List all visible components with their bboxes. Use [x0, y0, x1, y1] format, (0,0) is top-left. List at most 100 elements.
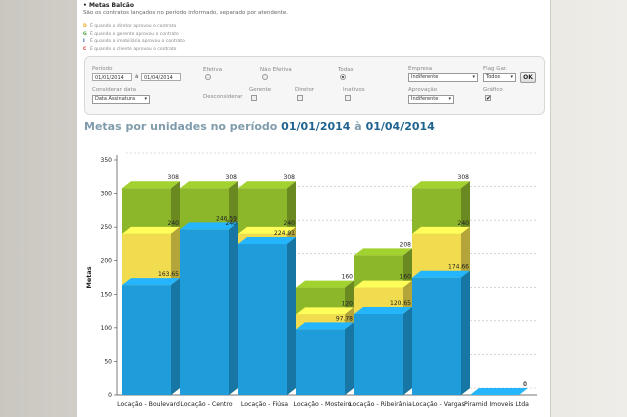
blue-bar-side: [171, 278, 180, 395]
desconsiderar-label: Desconsiderar: [203, 94, 243, 100]
data-label: 120: [342, 300, 354, 307]
data-label: 97.78: [336, 315, 353, 322]
report-subtitle: São os contratos lançados no período inf…: [83, 10, 289, 16]
data-label: 174.66: [448, 264, 469, 271]
blue-bar-top: [354, 306, 412, 314]
blue-bar: [122, 285, 171, 395]
data-label: 246.59: [216, 215, 237, 222]
yellow-bar-top: [354, 280, 412, 288]
data-label: 308: [284, 174, 296, 181]
data-label: 0: [523, 381, 527, 388]
diretor-checkbox[interactable]: [297, 95, 303, 101]
considerar-label: Considerar data: [92, 87, 136, 93]
y-tick-label: 100: [101, 325, 113, 332]
x-tick-label: Locação - Fiúsa: [241, 400, 288, 408]
metas-bar-chart: 0 50 100 150 200 250 300 350 Metas 308 240 163.65 Lo…: [85, 152, 537, 408]
data-label: 160: [400, 274, 412, 281]
empresa-label: Empresa: [408, 66, 433, 72]
grafico-checkbox[interactable]: ✔: [485, 95, 492, 102]
filter-form: Período 01/01/2014 à 01/04/2014 Consider…: [84, 56, 545, 115]
periodo-label: Período: [92, 66, 113, 72]
empresa-select[interactable]: Indiferente: [408, 73, 478, 82]
data-label: 0: [523, 381, 527, 388]
green-bar-top: [180, 181, 238, 189]
blue-bar: [296, 329, 345, 395]
data-label: 308: [168, 174, 180, 181]
x-tick-label: Locação - Centro: [180, 401, 232, 408]
date-to-input[interactable]: 01/04/2014: [141, 73, 181, 81]
data-label: 0: [523, 381, 527, 388]
blue-bar-side: [229, 222, 238, 395]
chart-date-from: 01/01/2014: [281, 120, 351, 133]
todas-radio[interactable]: [340, 74, 346, 80]
green-bar-top: [296, 280, 354, 288]
blue-bar-top: [412, 270, 470, 278]
page-content: • Metas Balcão São os contratos lançados…: [76, 0, 551, 417]
yellow-bar-top: [412, 226, 470, 234]
grafico-label: Gráfico: [483, 87, 503, 93]
y-tick-label: 250: [101, 224, 113, 231]
blue-bar-side: [345, 322, 354, 395]
data-label: 308: [226, 174, 238, 181]
blue-bar-top: [122, 278, 180, 286]
y-tick-label: 50: [104, 358, 112, 365]
yellow-bar-top: [296, 307, 354, 315]
blue-bar-top: [470, 388, 528, 395]
legend-code: C: [83, 46, 87, 52]
considerar-data-select[interactable]: Data Assinatura: [92, 95, 150, 104]
data-label: 208: [400, 241, 412, 248]
green-bar-top: [412, 181, 470, 189]
ok-button[interactable]: OK: [520, 72, 536, 83]
data-label: 240: [284, 220, 296, 227]
data-label: 240: [168, 220, 180, 227]
inativos-label: Inativos: [343, 87, 365, 93]
aprovacao-select[interactable]: Indiferente: [408, 95, 454, 104]
data-label: 160: [342, 274, 354, 281]
y-tick-label: 150: [101, 291, 113, 298]
chart-date-to: 01/04/2014: [365, 120, 435, 133]
green-bar-top: [354, 248, 412, 256]
todas-label: Todas: [338, 67, 354, 73]
blue-bar-side: [461, 270, 470, 395]
blue-bar: [238, 243, 287, 395]
flag-gar-select[interactable]: Todos: [483, 73, 516, 82]
green-bar-top: [122, 181, 180, 189]
efetiva-label: Efetiva: [203, 67, 223, 73]
yellow-bar-top: [238, 226, 296, 234]
x-tick-label: Locação - Ribeirânia: [349, 400, 412, 408]
y-tick-label: 300: [101, 191, 113, 198]
flag-gar-label: Flag Gar.: [483, 66, 508, 72]
nao-efetiva-radio[interactable]: [262, 74, 268, 80]
efetiva-radio[interactable]: [205, 74, 211, 80]
inativos-checkbox[interactable]: [345, 95, 351, 101]
y-tick-label: 0: [108, 392, 112, 399]
legend-code: D: [83, 24, 87, 29]
date-separator: à: [135, 74, 139, 80]
chart-title: Metas por unidades no período 01/01/2014…: [84, 120, 435, 133]
y-tick-label: 200: [101, 258, 113, 265]
blue-bar: [412, 277, 461, 395]
y-tick-label: 350: [101, 157, 113, 164]
data-label: 240: [458, 220, 470, 227]
legend-code: G: [83, 31, 87, 37]
data-label: 224.91: [274, 230, 295, 237]
gerente-checkbox[interactable]: [251, 95, 257, 101]
x-tick-label: Locação - Vargas: [412, 401, 464, 408]
blue-bar-side: [403, 306, 412, 395]
blue-bar-side: [287, 236, 296, 395]
blue-bar-top: [180, 222, 238, 230]
yellow-bar-top: [122, 226, 180, 234]
green-bar-top: [238, 181, 296, 189]
blue-bar-top: [296, 322, 354, 330]
x-tick-label: Locação - Mosteiro: [294, 401, 352, 408]
diretor-label: Diretor: [295, 87, 315, 93]
report-title: • Metas Balcão: [83, 2, 134, 9]
date-from-input[interactable]: 01/01/2014: [92, 73, 132, 81]
report-header: • Metas Balcão São os contratos lançados…: [83, 2, 288, 16]
gerente-label: Gerente: [249, 87, 272, 93]
